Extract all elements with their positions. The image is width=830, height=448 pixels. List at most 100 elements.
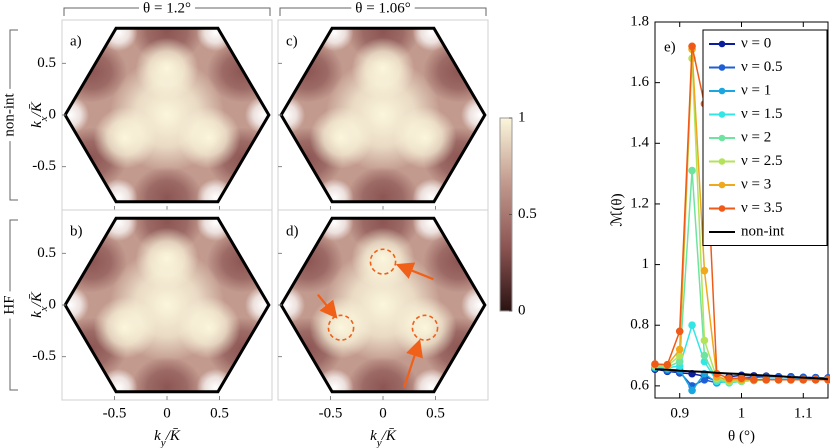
legend-marker: [718, 158, 726, 165]
y-tick-label: 0.6: [630, 377, 649, 393]
y-tick-label: 0.5: [37, 245, 56, 261]
row-label-background: [2, 88, 18, 142]
legend-label: ν = 1: [741, 82, 771, 98]
legend-label: ν = 2.5: [741, 153, 783, 169]
legend-marker: [718, 64, 726, 71]
series-marker: [663, 360, 672, 369]
highlight-circle: [327, 314, 355, 341]
heatmap-bright: [93, 296, 157, 359]
arrow: [317, 293, 338, 319]
series-marker: [688, 166, 696, 175]
heatmap-bright: [135, 37, 199, 100]
x-axis-label: ky/K̄: [154, 428, 181, 448]
y-axis-label-part: x: [38, 116, 50, 122]
heatmap-spot: [460, 286, 485, 324]
heatmap-bright: [135, 227, 199, 290]
heatmap-dark: [131, 166, 203, 202]
heatmap-bright: [393, 106, 457, 169]
x-axis-label-part: k: [370, 428, 377, 444]
y-axis-label: kx/K̄: [29, 291, 49, 318]
legend-label: ν = 2: [741, 129, 771, 145]
panel-label: c): [286, 33, 298, 49]
x-tick-label: 1.1: [794, 405, 813, 421]
heatmap-bright: [351, 227, 415, 290]
legend-marker: [718, 111, 726, 118]
heatmap-spot: [65, 96, 90, 134]
heatmap-bright: [393, 296, 457, 359]
x-tick-label: 0.5: [210, 405, 229, 421]
series-marker: [675, 327, 684, 336]
series-marker: [750, 376, 758, 384]
heatmap-dark: [347, 166, 419, 202]
series-line: [654, 368, 829, 381]
y-axis-label-part: /K̄: [29, 101, 45, 117]
y-tick-label: 1.2: [630, 195, 649, 211]
series-marker: [700, 266, 709, 275]
series-marker: [762, 376, 771, 384]
legend-marker: [718, 205, 726, 212]
series-marker: [774, 376, 783, 384]
x-axis-label-part: /K̄: [381, 428, 397, 444]
legend-marker: [718, 87, 726, 95]
panel-label: a): [70, 33, 82, 49]
heatmap-spot: [65, 286, 90, 324]
series-marker: [675, 345, 684, 354]
legend-marker: [718, 134, 726, 142]
y-axis-label-part: k: [29, 121, 45, 128]
heatmap-spot: [244, 286, 269, 324]
y-tick-label: 1.8: [630, 13, 649, 29]
panel-label: b): [70, 223, 83, 239]
colorbar-tick-label: 0: [518, 302, 526, 318]
panel-label: d): [286, 223, 299, 239]
x-tick-label: 0.5: [426, 405, 445, 421]
y-tick-label: 0: [49, 106, 57, 122]
colorbar-tick-label: 1: [518, 109, 526, 125]
x-tick-label: -0.5: [319, 405, 343, 421]
series-marker: [651, 360, 659, 368]
x-axis-label-part: y: [376, 437, 382, 448]
legend-marker: [718, 181, 726, 189]
x-tick-label: -0.5: [103, 405, 127, 421]
legend-label: ν = 0.5: [741, 59, 783, 75]
legend-marker: [718, 40, 726, 48]
x-axis-label: θ (°): [728, 428, 755, 444]
heatmap-spot: [244, 96, 269, 134]
heatmap-dark: [347, 356, 419, 392]
arrow: [402, 339, 423, 388]
row-label: non-int: [1, 93, 17, 137]
y-tick-label: 0.5: [37, 55, 56, 71]
y-tick-label: -0.5: [32, 158, 56, 174]
legend-label: ν = 0: [741, 35, 771, 51]
y-tick-label: 0.8: [630, 317, 649, 333]
series-marker: [700, 351, 709, 360]
heatmap-spot: [460, 96, 485, 134]
y-axis-label: kx/K̄: [29, 101, 49, 128]
heatmap-dark: [131, 356, 203, 392]
x-tick-label: 0.9: [670, 405, 689, 421]
heatmap-spot: [281, 286, 306, 324]
arrow: [395, 262, 434, 281]
legend-label: ν = 3.5: [741, 200, 783, 216]
heatmap-bright: [177, 106, 241, 169]
x-tick-label: 1: [738, 405, 746, 421]
series-marker: [688, 42, 696, 51]
series-marker: [688, 386, 696, 395]
header-background: [351, 0, 415, 16]
y-tick-label: 1.4: [630, 135, 649, 151]
series-marker: [688, 321, 696, 330]
legend-label: ν = 1.5: [741, 106, 783, 122]
highlight-circle: [369, 248, 397, 275]
y-tick-label: 1.6: [630, 74, 649, 90]
legend-label: ν = 3: [741, 176, 771, 192]
heatmap-bright: [93, 106, 157, 169]
highlight-circle: [411, 314, 439, 341]
legend-label: non-int: [741, 223, 785, 239]
x-tick-label: 0: [163, 405, 171, 421]
heatmap-bright: [177, 296, 241, 359]
y-axis-label: ℳ(θ): [609, 193, 625, 226]
x-axis-label-part: k: [154, 428, 161, 444]
row-label-background: [2, 291, 18, 319]
x-axis-label: ky/K̄: [370, 428, 397, 448]
